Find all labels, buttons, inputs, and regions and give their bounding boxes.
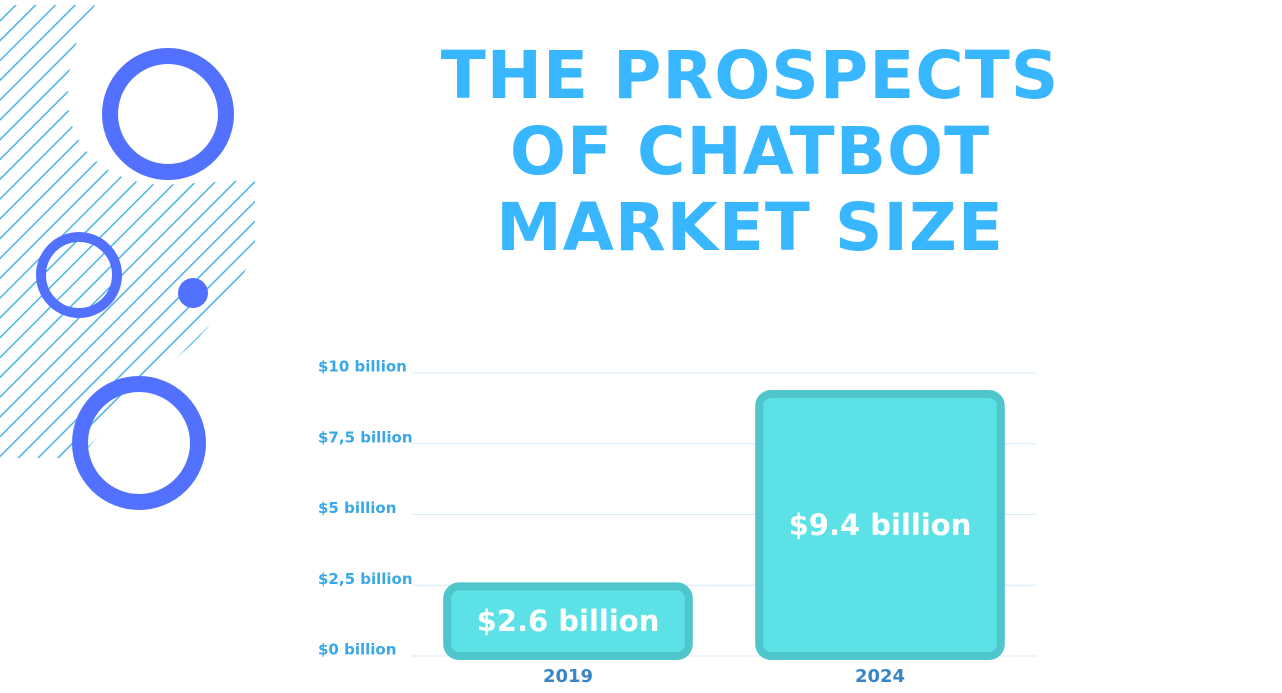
chart-title: THE PROSPECTS OF CHATBOT MARKET SIZE [440,37,1060,266]
x-tick-label: 2024 [855,666,905,687]
value-label: $9.4 billion [789,508,972,542]
bar [443,582,693,660]
circle-decoration [36,232,122,318]
x-tick-label: 2019 [543,666,593,687]
dot-decoration [178,278,208,308]
y-tick-label: $10 billion [318,358,407,376]
y-tick-label: $0 billion [318,641,396,659]
bar [755,389,1005,660]
y-tick-label: $2,5 billion [318,570,413,588]
value-label: $2.6 billion [477,604,660,638]
circle-decoration [102,48,234,180]
y-tick-label: $5 billion [318,499,396,517]
circle-decoration [72,376,206,510]
y-tick-label: $7,5 billion [318,428,413,446]
